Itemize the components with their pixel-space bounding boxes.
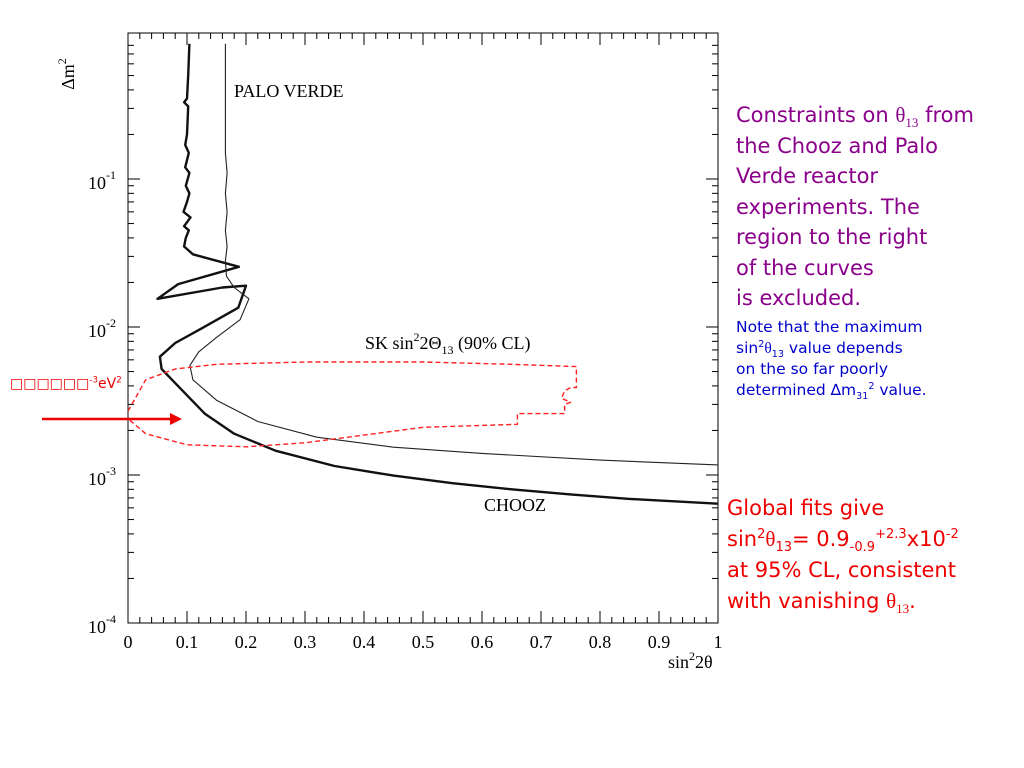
x-tick-label: 0.8: [589, 632, 612, 652]
y-tick-label: 10-3: [88, 464, 116, 489]
maximum-value-note: Note that the maximum sin2θ13 value depe…: [736, 318, 927, 403]
arrow-marker: [42, 413, 182, 425]
palo-verde-curve: [189, 43, 719, 466]
axis-ticks: [127, 33, 719, 624]
x-tick-label: 0.2: [235, 632, 258, 652]
x-tick-label: 0: [124, 632, 133, 652]
global-fits-note: Global fits give sin2θ13= 0.9-0.9+2.3x10…: [727, 496, 959, 617]
x-tick-label: 0.1: [176, 632, 199, 652]
x-tick-label: 0.3: [294, 632, 317, 652]
arrow-marker-text: □□□□□□-3eV2: [10, 375, 122, 392]
plot-frame: [127, 32, 719, 624]
y-tick-label: 10-4: [88, 612, 116, 637]
chooz-label: CHOOZ: [484, 495, 546, 515]
x-tick-label: 0.9: [648, 632, 671, 652]
x-tick-label: 0.7: [530, 632, 553, 652]
x-tick-label: 0.6: [471, 632, 494, 652]
curves: [127, 43, 719, 505]
sk-label: SK sin22Θ13 (90% CL): [365, 330, 531, 357]
x-tick-label: 0.4: [353, 632, 376, 652]
constraints-note: Constraints on θ13 from the Chooz and Pa…: [736, 103, 974, 310]
sk-contour: [127, 361, 578, 448]
x-tick-label: 1: [714, 632, 723, 652]
y-axis-label: Δm2: [55, 58, 78, 90]
x-axis-label: sin22θ: [668, 649, 713, 672]
y-tick-label: 10-1: [88, 168, 116, 193]
x-tick-label: 0.5: [412, 632, 435, 652]
y-tick-label: 10-2: [88, 316, 116, 341]
chooz-curve: [156, 43, 719, 505]
y-tick-labels: 10-1 10-2 10-3 10-4: [88, 168, 116, 637]
x-tick-labels: 0 0.1 0.2 0.3 0.4 0.5 0.6 0.7 0.8 0.9 1: [124, 632, 723, 652]
palo-verde-label: PALO VERDE: [234, 81, 344, 101]
